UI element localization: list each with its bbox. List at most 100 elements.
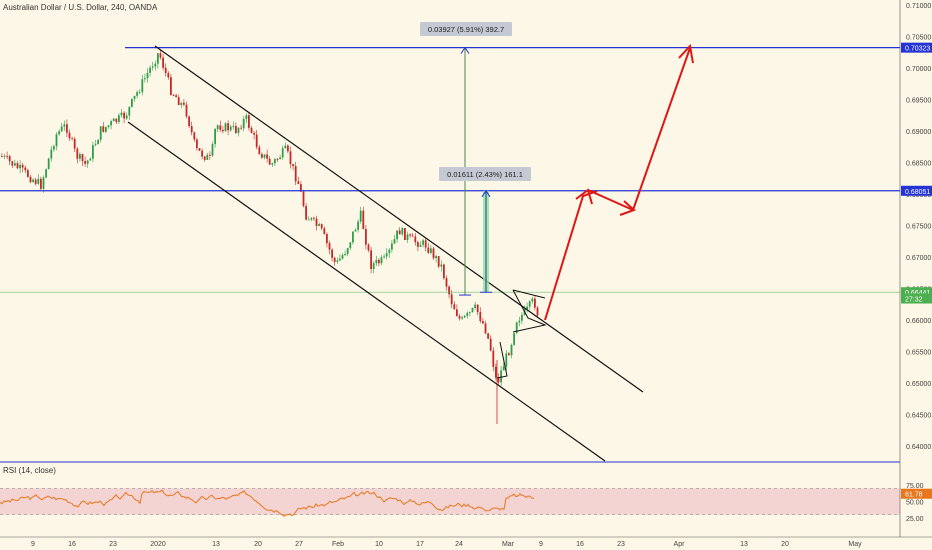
x-tick-label: 16 <box>68 541 76 548</box>
candle-body <box>66 124 68 133</box>
candle-body <box>328 243 331 250</box>
candle-body <box>11 161 14 166</box>
projection-line <box>587 189 634 211</box>
rsi-tick-label: 50.00 <box>906 500 924 507</box>
x-tick-label: 13 <box>740 541 748 548</box>
candle-body <box>203 156 206 160</box>
x-tick-label: Apr <box>674 541 686 548</box>
candle-body <box>445 278 448 287</box>
candle-body <box>3 155 6 157</box>
candle-body <box>510 344 513 356</box>
candle-body <box>482 321 484 324</box>
candle-body <box>206 154 209 160</box>
candle-body <box>359 210 362 222</box>
candle-body <box>229 126 232 131</box>
candle-body <box>131 98 133 107</box>
x-tick-label: 20 <box>781 541 789 548</box>
candle-body <box>352 231 354 243</box>
rsi-band <box>0 488 900 515</box>
price-label-box <box>901 293 932 304</box>
candle-body <box>253 132 255 135</box>
chart-title: Australian Dollar / U.S. Dollar, 240, OA… <box>3 3 158 12</box>
candle-body <box>492 350 495 367</box>
candle-body <box>443 264 445 279</box>
candle-body <box>136 92 138 96</box>
candle-body <box>180 102 183 105</box>
candle-body <box>183 102 185 105</box>
candle-body <box>86 160 89 164</box>
y-tick-label: 0.69000 <box>906 129 931 136</box>
x-tick-label: 16 <box>576 541 584 548</box>
rsi-value-label: 61.78 <box>905 492 923 499</box>
candle-body <box>224 123 227 132</box>
candle-body <box>112 118 115 122</box>
candle-body <box>500 370 502 383</box>
price-label-box <box>901 42 932 53</box>
candle-body <box>219 125 222 130</box>
candle-body <box>534 298 536 308</box>
candle-body <box>294 166 297 182</box>
rsi-value-box <box>901 488 932 499</box>
x-tick-label: 13 <box>212 541 220 548</box>
candle-body <box>531 298 534 302</box>
y-tick-label: 0.71000 <box>906 3 931 10</box>
candle-body <box>419 244 422 247</box>
candle-body <box>97 139 99 145</box>
candle-body <box>289 151 292 165</box>
candle-body <box>120 112 123 116</box>
candle-body <box>240 127 242 129</box>
candle-body <box>32 179 34 183</box>
candle-body <box>154 63 157 67</box>
candle-body <box>349 242 352 249</box>
candle-body <box>404 228 406 240</box>
candle-body <box>222 129 224 132</box>
price-label-box <box>901 185 932 196</box>
candle-body <box>92 145 94 159</box>
candle-body <box>128 106 131 116</box>
candle-body <box>211 144 214 156</box>
candle-body <box>528 301 531 307</box>
candle-body <box>60 126 63 132</box>
y-tick-label: 0.70500 <box>906 35 931 42</box>
candle-body <box>237 127 240 133</box>
measure-arrowhead <box>481 189 491 198</box>
candle-body <box>268 158 271 165</box>
candle-body <box>406 234 409 240</box>
candle-body <box>196 139 198 149</box>
candle-body <box>190 126 193 133</box>
candle-body <box>188 116 190 127</box>
candle-body <box>63 124 66 127</box>
triangle-pattern <box>512 289 547 333</box>
candle-body <box>146 72 149 79</box>
channel-upper-line <box>154 45 644 393</box>
candle-body <box>1 156 3 157</box>
candle-body <box>333 257 336 262</box>
candle-body <box>526 306 528 310</box>
candle-body <box>414 236 417 243</box>
y-tick-label: 0.67500 <box>906 224 931 231</box>
measure-label-box <box>439 167 531 181</box>
candle-body <box>209 154 211 156</box>
candle-body <box>372 263 375 269</box>
candle-body <box>144 78 146 80</box>
y-tick-label: 0.69500 <box>906 98 931 105</box>
price-label: 0.70323 <box>905 46 930 53</box>
x-tick-label: 2020 <box>150 541 166 548</box>
candle-body <box>495 366 497 378</box>
candle-body <box>489 338 492 351</box>
candle-body <box>344 254 346 256</box>
candle-body <box>536 307 539 316</box>
candle-body <box>281 148 284 158</box>
candle-body <box>149 67 151 73</box>
candle-body <box>141 79 144 92</box>
y-tick-label: 0.70000 <box>906 66 931 73</box>
candle-body <box>365 229 367 245</box>
candle-body <box>435 256 437 259</box>
candle-body <box>461 317 463 319</box>
candle-body <box>471 307 474 312</box>
candle-body <box>331 249 333 258</box>
candle-body <box>336 260 339 262</box>
candle-body <box>151 66 154 68</box>
candle-body <box>508 353 510 356</box>
